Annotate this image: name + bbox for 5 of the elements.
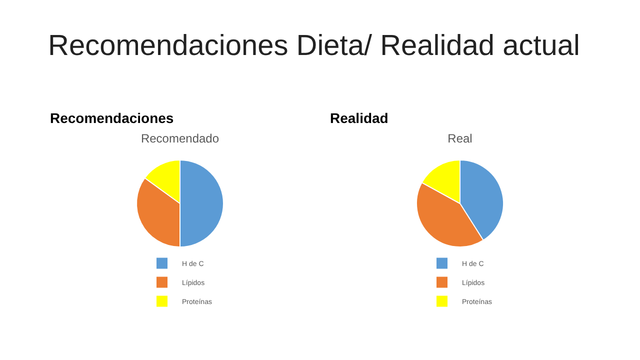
text: Realidad <box>330 110 388 126</box>
chart-title: Recomendado <box>140 131 220 146</box>
chart-title: Real <box>448 131 472 146</box>
text: Recomendaciones Dieta/ Realidad actual <box>48 30 580 63</box>
text: Recomendaciones <box>50 110 174 126</box>
